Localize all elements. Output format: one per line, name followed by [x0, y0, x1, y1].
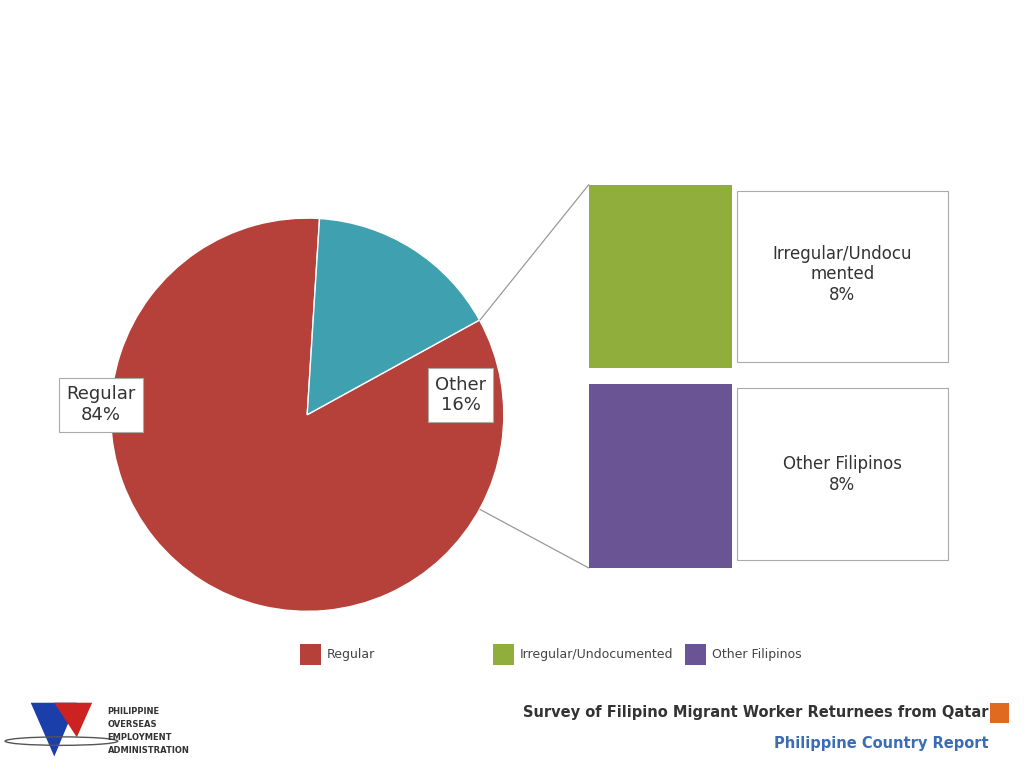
FancyBboxPatch shape [736, 190, 948, 362]
Text: Irregular/Undocumented: Irregular/Undocumented [520, 648, 673, 661]
Text: Survey of Filipino Migrant Worker Returnees from Qatar: Survey of Filipino Migrant Worker Return… [522, 705, 988, 720]
Text: Regular: Regular [328, 648, 376, 661]
Text: Philippine Country Report: Philippine Country Report [773, 736, 988, 751]
Bar [589, 184, 732, 369]
Wedge shape [307, 219, 479, 415]
Bar [300, 644, 322, 665]
Bar [589, 384, 732, 568]
Wedge shape [111, 218, 504, 611]
Text: Regular
84%: Regular 84% [67, 386, 135, 424]
Polygon shape [54, 703, 92, 737]
Text: Estimated number of Overseas Filipinos in Qatar,
January-June 2014: Estimated number of Overseas Filipinos i… [204, 84, 820, 127]
FancyBboxPatch shape [736, 389, 948, 560]
Text: Irregular/Undocu
mented
8%: Irregular/Undocu mented 8% [772, 245, 912, 304]
Text: ADMINISTRATION: ADMINISTRATION [108, 746, 189, 755]
Text: EMPLOYMENT: EMPLOYMENT [108, 733, 172, 742]
Text: PHILIPPINE: PHILIPPINE [108, 707, 160, 716]
Text: Other Filipinos: Other Filipinos [713, 648, 802, 661]
Polygon shape [31, 703, 77, 756]
Text: OVERSEAS: OVERSEAS [108, 720, 157, 729]
Text: Labor Migration Flow: Labor Migration Flow [228, 25, 796, 69]
Bar [685, 644, 707, 665]
Bar [493, 644, 514, 665]
Text: Other Filipinos
8%: Other Filipinos 8% [782, 455, 902, 494]
Bar [990, 703, 1009, 723]
Text: Other
16%: Other 16% [435, 376, 486, 415]
